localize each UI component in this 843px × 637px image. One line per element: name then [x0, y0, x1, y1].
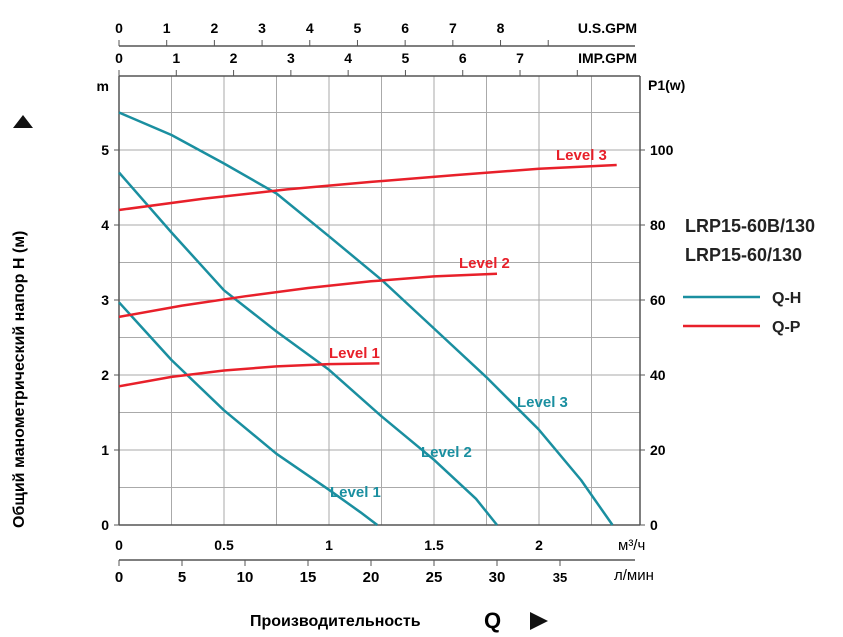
y2-tick-label: 100 [650, 142, 674, 158]
y2-unit-label: P1(w) [648, 77, 685, 93]
x-tick-label-usgpm: 7 [449, 20, 457, 36]
x-tick-label-m3h: 0.5 [214, 537, 234, 553]
qh-curve-level-2 [118, 171, 498, 526]
x-tick-label-m3h: 2 [535, 537, 543, 553]
qp-curve-level-1 [118, 362, 380, 388]
x-tick-label-lmin: 0 [115, 569, 123, 586]
y2-tick-label: 60 [650, 292, 666, 308]
y-tick-label: 0 [101, 517, 109, 533]
x-tick-label-usgpm: 6 [401, 20, 409, 36]
qh-label-level-3: Level 3 [517, 394, 568, 411]
x-tick-label-usgpm: 2 [210, 20, 218, 36]
x-tick-label-lmin: 35 [553, 570, 567, 585]
x-tick-label-lmin: 20 [363, 569, 380, 586]
qh-curve-level-3 [118, 111, 614, 526]
x-tick-label-usgpm: 1 [163, 20, 171, 36]
y-tick-label: 4 [101, 217, 109, 233]
x-tick-label-lmin: 25 [426, 569, 443, 586]
x-tick-label-usgpm: 0 [115, 20, 123, 36]
x-tick-label-impgpm: 3 [287, 50, 295, 66]
x-tick-label-usgpm: 8 [497, 20, 505, 36]
model-name: LRP15-60/130 [685, 245, 802, 265]
x-unit-m3h: м³/ч [618, 537, 645, 554]
x-unit-usgpm: U.S.GPM [578, 20, 637, 36]
x-unit-lmin: л/мин [614, 567, 654, 584]
x-tick-label-impgpm: 5 [402, 50, 410, 66]
y-tick-label: 5 [101, 142, 109, 158]
y2-tick-label: 40 [650, 367, 666, 383]
legend-label-q-h: Q-H [772, 290, 801, 307]
qp-curve-level-3 [118, 163, 617, 212]
y-axis-title: Общий манометрический напор H (м) [11, 231, 28, 528]
y-tick-label: 3 [101, 292, 109, 308]
x-axis-symbol: Q [484, 608, 501, 633]
qp-label-level-3: Level 3 [556, 147, 607, 164]
y2-tick-label: 0 [650, 517, 658, 533]
x-tick-label-impgpm: 1 [172, 50, 180, 66]
legend-label-q-p: Q-P [772, 319, 801, 336]
x-axis-title: Производительность [250, 613, 421, 630]
x-tick-label-impgpm: 6 [459, 50, 467, 66]
x-axis-arrow-icon [530, 612, 548, 630]
qh-curve-level-1 [118, 301, 379, 526]
y-tick-label: 1 [101, 442, 109, 458]
qp-label-level-1: Level 1 [329, 345, 380, 362]
x-tick-label-impgpm: 2 [230, 50, 238, 66]
x-tick-label-usgpm: 4 [306, 20, 314, 36]
qh-label-level-2: Level 2 [421, 444, 472, 461]
qp-label-level-2: Level 2 [459, 255, 510, 272]
x-tick-label-m3h: 1.5 [424, 537, 444, 553]
x-tick-label-m3h: 1 [325, 537, 333, 553]
y-unit-label: m [97, 78, 109, 94]
x-tick-label-usgpm: 5 [354, 20, 362, 36]
y2-tick-label: 20 [650, 442, 666, 458]
model-name: LRP15-60B/130 [685, 216, 815, 236]
x-tick-label-usgpm: 3 [258, 20, 266, 36]
y2-tick-label: 80 [650, 217, 666, 233]
x-tick-label-lmin: 5 [178, 569, 186, 586]
x-tick-label-impgpm: 0 [115, 50, 123, 66]
x-tick-label-lmin: 30 [489, 569, 506, 586]
x-unit-impgpm: IMP.GPM [578, 50, 637, 66]
x-tick-label-lmin: 10 [237, 569, 254, 586]
x-tick-label-m3h: 0 [115, 537, 123, 553]
y-tick-label: 2 [101, 367, 109, 383]
qh-label-level-1: Level 1 [330, 484, 381, 501]
y-axis-arrow-icon [13, 115, 33, 128]
x-tick-label-impgpm: 4 [344, 50, 352, 66]
x-tick-label-impgpm: 7 [516, 50, 524, 66]
x-tick-label-lmin: 15 [300, 569, 317, 586]
qp-curve-level-2 [118, 272, 498, 319]
